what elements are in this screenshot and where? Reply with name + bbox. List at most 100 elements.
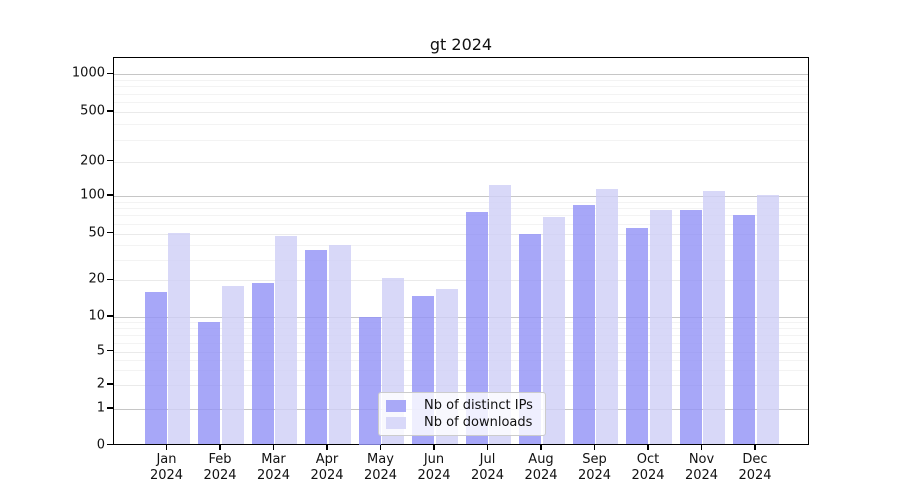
x-tick-label: May 2024 [364,452,397,484]
x-tick-year: 2024 [684,468,719,483]
bar-distinct-ips [251,283,274,445]
legend-label-downloads: Nb of downloads [424,415,533,430]
y-tick-label: 1000 [71,65,105,81]
x-tick-year: 2024 [631,468,665,483]
y-tick-label: 200 [80,153,105,168]
y-tick-mark [107,278,113,280]
y-tick-mark [107,232,113,234]
y-tick-mark [107,194,113,196]
gridline-minor [114,259,808,261]
bar-downloads [542,216,565,445]
bar-downloads [489,184,512,445]
gridline-minor [114,86,808,88]
plot-area [113,57,809,445]
bar-downloads [328,245,351,445]
y-tick-mark [107,159,113,162]
x-tick-mark [647,444,649,450]
gridline-major [114,317,808,318]
legend-item-distinct-ips: Nb of distinct IPs [386,397,537,414]
chart-title: gt 2024 [429,35,493,54]
bar-downloads [649,209,672,445]
bar-distinct-ips [465,211,488,445]
x-tick-mark [754,444,756,450]
x-tick-label: Feb 2024 [203,452,236,484]
legend-item-downloads: Nb of downloads [386,414,537,431]
x-tick-year: 2024 [417,468,451,483]
bar-distinct-ips [519,233,542,445]
gridline-minor [114,233,808,235]
y-tick-label: 20 [88,271,105,287]
gridline-minor [114,80,808,82]
x-tick-label: Mar 2024 [257,452,290,484]
gridline-minor [114,370,808,372]
gridline-minor [114,322,808,324]
gridline-minor [114,201,808,203]
x-tick-mark [379,444,382,450]
bar-distinct-ips [679,209,702,445]
gridline-minor [114,359,808,361]
x-tick-month: Feb [208,452,232,467]
bar-downloads [168,232,191,445]
gridline-minor [114,139,808,141]
bar-distinct-ips [198,322,221,445]
x-tick-month: Jun [423,452,445,467]
x-tick-year: 2024 [310,468,344,483]
bar-distinct-ips [626,227,649,445]
x-tick-label: Jan 2024 [150,452,183,484]
x-tick-month: Mar [261,452,286,467]
x-tick-year: 2024 [149,468,184,483]
x-tick-mark [486,444,489,450]
gridline-minor [114,215,808,217]
y-tick-mark [107,443,113,446]
y-tick-mark [107,72,113,74]
bar-distinct-ips [358,317,381,445]
y-tick-label: 100 [80,187,105,203]
x-tick-mark [700,444,703,450]
bar-distinct-ips [144,292,167,445]
bar-distinct-ips [305,250,328,445]
y-tick-label: 500 [80,103,105,119]
gridline-minor [114,328,808,330]
gridline-minor [114,385,808,386]
x-tick-month: Dec [742,452,768,467]
x-tick-label: Aug 2024 [524,452,557,484]
x-tick-label: Jul 2024 [471,452,504,484]
y-tick-mark [107,383,113,385]
bar-distinct-ips [572,204,595,445]
x-tick-year: 2024 [363,468,398,483]
y-tick-mark [107,350,113,352]
gridline-minor [114,208,808,210]
x-tick-year: 2024 [203,468,237,483]
gridline-minor [114,334,808,336]
y-tick-label: 1 [96,400,105,416]
gridline-major [114,196,808,197]
x-tick-mark [326,444,328,450]
y-tick-label: 50 [88,225,105,241]
x-tick-month: Jan [156,452,177,467]
bar-downloads [703,191,726,445]
gridline-minor [114,112,808,113]
x-tick-month: Jul [479,452,496,467]
x-tick-year: 2024 [577,468,612,483]
x-tick-year: 2024 [256,468,291,483]
y-tick-label: 2 [96,376,105,392]
x-tick-year: 2024 [738,468,772,483]
legend-label-distinct-ips: Nb of distinct IPs [424,398,533,413]
x-tick-year: 2024 [524,468,558,483]
bar-downloads [756,195,779,445]
x-tick-month: Apr [315,452,339,467]
x-tick-month: Aug [528,452,554,467]
bar-downloads [221,285,244,445]
x-tick-month: Nov [688,452,715,467]
gridline-minor [114,280,808,282]
y-tick-mark [107,407,113,409]
x-tick-label: Sep 2024 [578,452,611,484]
legend-swatch-downloads [386,416,406,429]
gridline-minor [114,124,808,126]
x-tick-label: Oct 2024 [631,452,664,484]
x-tick-label: Jun 2024 [417,452,450,484]
gridline-minor [114,245,808,247]
x-tick-month: May [367,452,394,467]
bar-downloads [275,235,298,445]
y-tick-label: 5 [96,343,105,359]
